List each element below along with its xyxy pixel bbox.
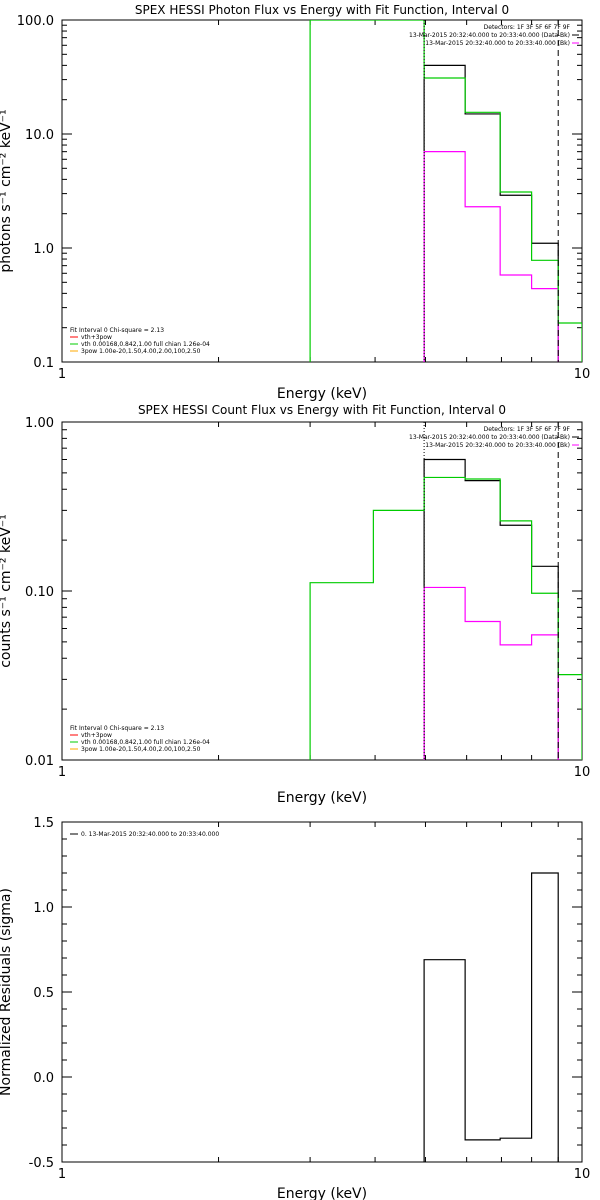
legend-fit-function: Fit Interval 0 Chi-square = 2.13vth+3pow… [70,725,210,753]
chart-panel-3: 1 10 Energy (keV) -0.5 0.0 0.5 1.0 1.5 Normalize… [0,816,590,1200]
legend-entry: Detectors: 1F 3F 5F 6F 7F 9F [484,426,571,433]
legend-detectors: Detectors: 1F 3F 5F 6F 7F 9F13-Mar-2015 … [409,426,579,449]
x-axis-label: Energy (keV) [277,386,367,402]
x-tick-label: 10 [574,765,591,780]
y-tick-label: 0.0 [33,1071,54,1086]
x-tick-label: 10 [574,367,591,382]
legend-entry: vth 0.00168,0.842,1.00 full chian 1.26e-… [81,341,210,348]
y-tick-label: 10.0 [25,128,54,143]
series-data [423,458,559,760]
y-tick-label: 100.0 [17,14,54,29]
y-tick-label: 1.0 [33,901,54,916]
y-tick-label: -0.5 [29,1156,54,1171]
y-tick-label: 0.5 [33,986,54,1001]
chart-panel-2: SPEX HESSI Count Flux vs Energy with Fit… [0,403,590,806]
series-total_fit [309,476,582,760]
legend-entry: 13-Mar-2015 20:32:40.000 to 20:33:40.000… [409,434,570,441]
chart-title: SPEX HESSI Photon Flux vs Energy with Fi… [135,3,509,17]
series-total_fit [309,20,582,362]
series-background [423,586,559,760]
legend-entry: vth+3pow [81,732,112,739]
x-tick-label: 10 [574,1167,591,1182]
y-axis: 0.1 1.0 10.0 100.0 [17,14,582,371]
y-tick-label: 1.5 [33,816,54,831]
plot-frame [61,421,583,761]
plot-frame [61,19,583,363]
y-tick-label: 1.0 [33,242,54,257]
x-axis-label: Energy (keV) [277,1186,367,1200]
x-tick-label: 1 [58,765,66,780]
x-axis: 1 10 [58,822,590,1182]
y-axis-label: Normalized Residuals (sigma) [0,888,14,1096]
plot-frame [61,821,583,1163]
y-tick-label: 0.1 [33,356,54,371]
legend-entry: 3pow 1.00e-20,1.50,4.00,2.00,100,2.50 [81,746,201,753]
y-axis-label: counts s⁻¹ cm⁻² keV⁻¹ [0,514,14,668]
x-tick-label: 1 [58,367,66,382]
legend-entry: vth 0.00168,0.842,1.00 full chian 1.26e-… [81,739,210,746]
series-residuals [423,872,559,1162]
legend-entry: 13-Mar-2015 20:32:40.000 to 20:33:40.000… [425,40,570,47]
chart-title: SPEX HESSI Count Flux vs Energy with Fit… [138,403,506,417]
legend-entry: vth+3pow [81,334,112,341]
series-background [423,151,559,362]
chart-panel-1: SPEX HESSI Photon Flux vs Energy with Fi… [0,3,590,402]
y-axis-label: photons s⁻¹ cm⁻² keV⁻¹ [0,109,14,272]
legend-fit-header: Fit Interval 0 Chi-square = 2.13 [70,725,164,732]
legend-fit-header: Fit Interval 0 Chi-square = 2.13 [70,327,164,334]
x-axis-label: Energy (keV) [277,790,367,806]
legend-fit-function: Fit Interval 0 Chi-square = 2.13vth+3pow… [70,327,210,355]
legend-entry: 13-Mar-2015 20:32:40.000 to 20:33:40.000… [425,442,570,449]
y-tick-label: 0.10 [25,585,54,600]
legend-detectors: Detectors: 1F 3F 5F 6F 7F 9F13-Mar-2015 … [409,24,579,47]
x-tick-label: 1 [58,1167,66,1182]
y-tick-label: 0.01 [25,754,54,769]
legend-residual-interval: 0. 13-Mar-2015 20:32:40.000 to 20:33:40.… [81,831,219,838]
legend-entry: Detectors: 1F 3F 5F 6F 7F 9F [484,24,571,31]
legend-entry: 3pow 1.00e-20,1.50,4.00,2.00,100,2.50 [81,348,201,355]
series-data [423,64,559,362]
legend-entry: 13-Mar-2015 20:32:40.000 to 20:33:40.000… [409,32,570,39]
y-tick-label: 1.00 [25,416,54,431]
y-axis: 0.01 0.10 1.00 [25,416,582,769]
y-axis: -0.5 0.0 0.5 1.0 1.5 [29,816,582,1171]
